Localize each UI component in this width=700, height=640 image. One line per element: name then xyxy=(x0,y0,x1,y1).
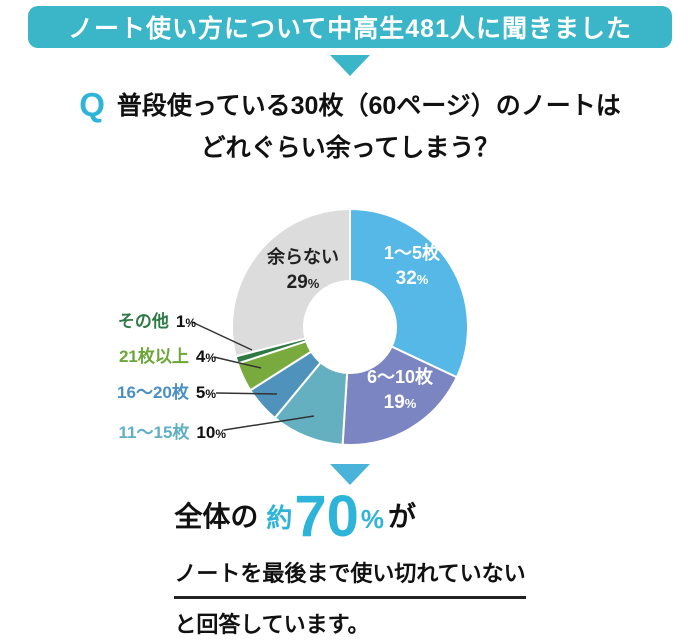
donut-chart: 1〜5枚 32% 6〜10枚 19% 余らない 29% その他 1% 21枚以上 4… xyxy=(0,202,700,452)
down-arrow-bottom-wrap xyxy=(0,464,700,485)
donut-slice xyxy=(341,345,459,446)
down-arrow-icon xyxy=(330,464,370,485)
donut-chart-svg xyxy=(191,207,469,446)
banner-text: ノート使い方について中高生481人に聞きました xyxy=(68,15,632,43)
conclusion-line2: ノートを最後まで使い切れていない xyxy=(174,556,526,600)
down-arrow-top-wrap xyxy=(0,55,700,76)
segment-label-21plus: 21枚以上 4% xyxy=(0,344,216,371)
segment-percent: 4% xyxy=(195,347,216,366)
segment-name: 余らない xyxy=(267,247,339,267)
segment-name: その他 xyxy=(117,312,169,331)
conclusion-prefix: 全体の xyxy=(174,501,259,533)
segment-label-16-20: 16〜20枚 5% xyxy=(0,380,216,407)
conclusion-line3: と回答しています。 xyxy=(174,612,370,638)
segment-percent: 10% xyxy=(196,423,226,442)
question-line1-row: Q 普段使っている30枚（60ページ）のノートは xyxy=(0,86,700,122)
leader-lines xyxy=(191,321,315,431)
segment-label-11-15: 11〜15枚 10% xyxy=(0,420,226,447)
banner: ノート使い方について中高生481人に聞きました xyxy=(28,6,672,48)
conclusion-big-number: 70 xyxy=(294,484,359,549)
segment-name: 6〜10枚 xyxy=(366,367,434,387)
segment-name: 21枚以上 xyxy=(118,347,189,366)
segment-label-6-10: 6〜10枚 19% xyxy=(367,364,433,417)
donut-slice xyxy=(231,207,351,358)
question: Q 普段使っている30枚（60ページ）のノートは どれぐらい余ってしまう？ xyxy=(0,86,700,164)
down-arrow-icon xyxy=(330,55,370,76)
conclusion: 全体の 約 70 % が ノートを最後まで使い切れていない と回答しています。 xyxy=(174,484,526,639)
segment-name: 11〜15枚 xyxy=(118,423,190,442)
segment-label-1-5: 1〜5枚 32% xyxy=(384,240,440,293)
segment-name: 16〜20枚 xyxy=(117,383,189,402)
segment-percent: 5% xyxy=(195,383,216,402)
segment-percent: 19% xyxy=(383,392,417,413)
conclusion-line1: 全体の 約 70 % が xyxy=(174,484,525,549)
segment-percent: 1% xyxy=(175,312,196,331)
q-mark: Q xyxy=(79,85,105,123)
conclusion-suffix: が xyxy=(388,501,417,533)
question-line2: どれぐらい余ってしまう？ xyxy=(200,134,500,162)
conclusion-percent-sign: % xyxy=(360,504,384,535)
donut-slices xyxy=(231,207,469,446)
segment-label-sonota: その他 1% xyxy=(0,309,196,336)
conclusion-approx: 約 xyxy=(266,503,293,534)
segment-percent: 32% xyxy=(395,268,429,289)
segment-percent: 29% xyxy=(286,272,320,293)
segment-name: 1〜5枚 xyxy=(383,243,441,263)
segment-label-amaranai: 余らない 29% xyxy=(267,244,339,297)
donut-slice xyxy=(349,207,469,379)
question-line1: 普段使っている30枚（60ページ）のノートは xyxy=(116,92,621,120)
